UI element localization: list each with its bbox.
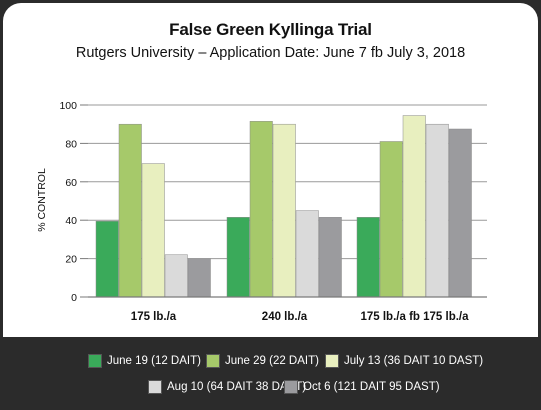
y-tick-label: 20	[65, 254, 77, 266]
legend-item: June 19 (12 DAIT)	[88, 354, 201, 368]
legend: June 19 (12 DAIT) June 29 (22 DAIT) July 1…	[0, 337, 541, 410]
chart-title: False Green Kyllinga Trial	[169, 20, 372, 39]
legend-item: July 13 (36 DAIT 10 DAST)	[325, 354, 483, 368]
bar-1-3	[141, 163, 165, 298]
bar-3-3	[402, 115, 426, 298]
bar-3-5	[448, 128, 472, 298]
legend-swatch	[206, 354, 220, 368]
legend-label: Oct 6 (121 DAIT 95 DAST)	[303, 381, 440, 393]
x-category-label: 175 lb./a	[131, 311, 177, 323]
legend-label: Aug 10 (64 DAIT 38 DAST)	[167, 381, 307, 393]
y-tick-label: 0	[71, 292, 77, 304]
bar-2-2	[249, 121, 273, 298]
legend-item: Oct 6 (121 DAIT 95 DAST)	[284, 380, 440, 394]
legend-swatch	[88, 354, 102, 368]
bar-3-1	[356, 217, 380, 298]
x-category-label: 175 lb./a fb 175 lb./a	[360, 311, 469, 323]
chart-subtitle: Rutgers University – Application Date: J…	[75, 45, 466, 61]
y-tick-label: 40	[65, 215, 77, 227]
y-tick-label: 60	[65, 177, 77, 189]
legend-item: Aug 10 (64 DAIT 38 DAST)	[148, 380, 306, 394]
bar-3-4	[425, 123, 449, 298]
bar-2-5	[318, 217, 342, 298]
legend-swatch	[284, 380, 298, 394]
bar-2-1	[226, 217, 250, 298]
legend-label: July 13 (36 DAIT 10 DAST)	[344, 355, 484, 367]
bars	[95, 115, 472, 298]
bar-1-2	[118, 123, 142, 298]
bar-1-4	[164, 254, 188, 298]
bar-2-4	[295, 210, 319, 298]
legend-label: June 29 (22 DAIT)	[225, 355, 319, 367]
legend-swatch	[148, 380, 162, 394]
bar-1-5	[187, 258, 211, 298]
bar-3-2	[379, 141, 403, 298]
bar-1-1	[95, 220, 119, 298]
y-tick-label: 100	[59, 100, 77, 112]
y-axis-label: % CONTROL	[36, 168, 48, 232]
legend-item: June 29 (22 DAIT)	[206, 354, 319, 368]
axes: 0 20 40 60 80 100 175 lb./a 240 lb./a 175 lb./a …	[59, 100, 487, 323]
bar-2-3	[272, 123, 296, 298]
legend-label: June 19 (12 DAIT)	[107, 355, 201, 367]
legend-swatch	[325, 354, 339, 368]
plot-area: 0 20 40 60 80 100 175 lb./a 240 lb./a 175 lb./a …	[36, 100, 487, 323]
y-tick-label: 80	[65, 138, 77, 150]
x-category-label: 240 lb./a	[262, 311, 308, 323]
